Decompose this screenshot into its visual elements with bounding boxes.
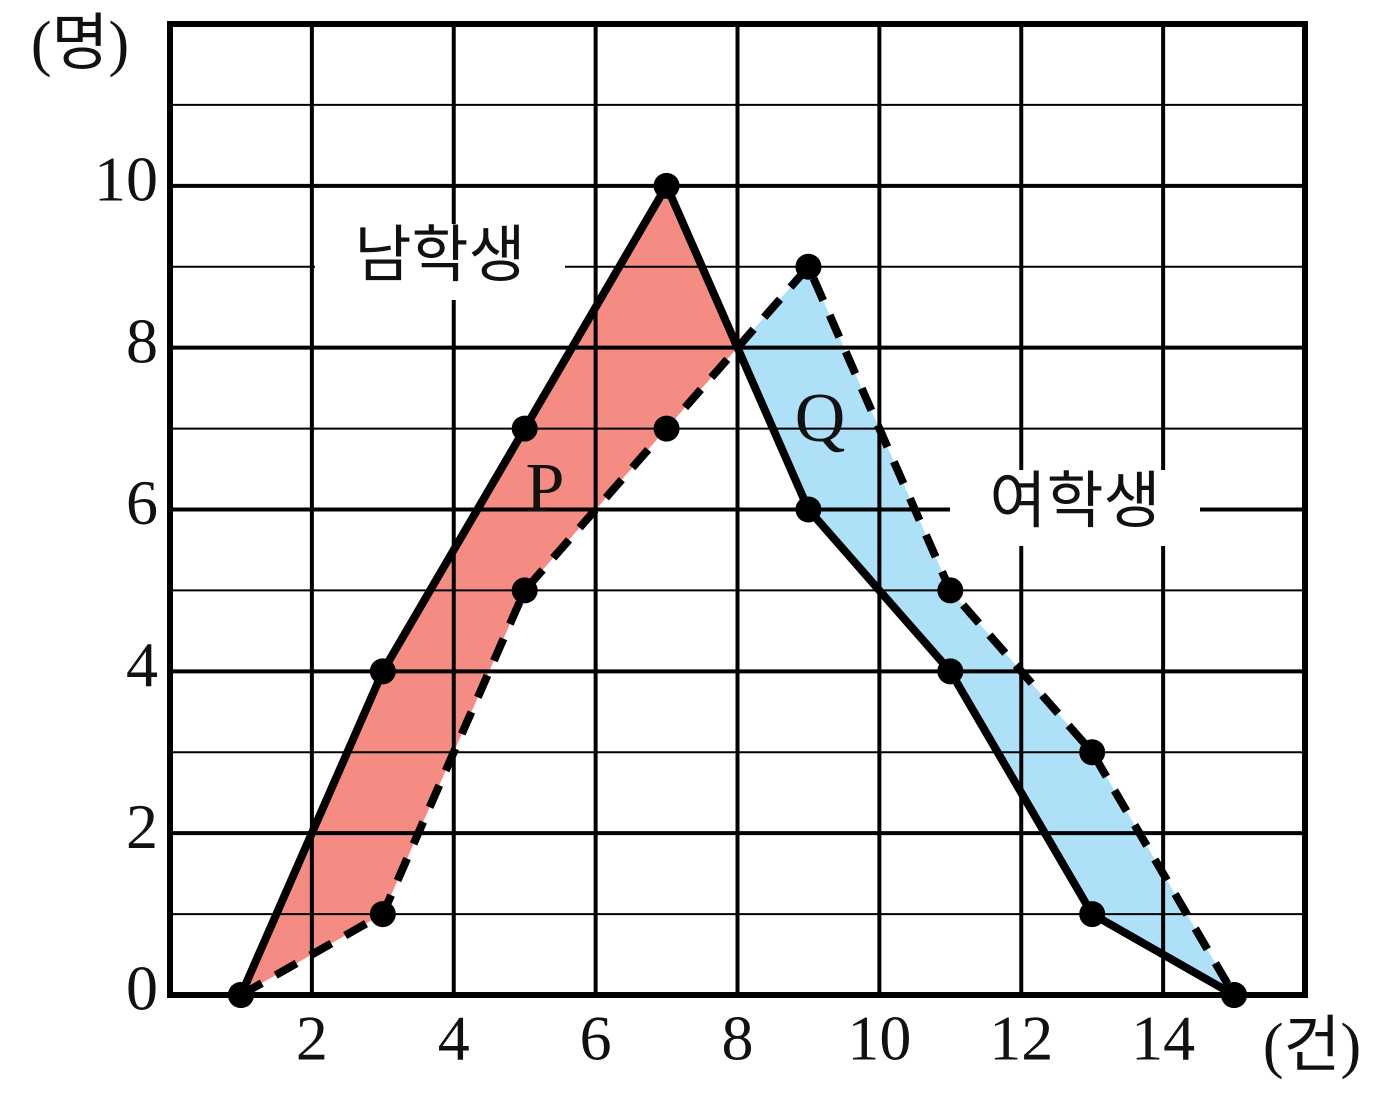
data-point [937, 658, 964, 685]
series-label: 남학생 [354, 222, 525, 290]
data-point [1079, 901, 1106, 928]
data-point [369, 901, 396, 928]
x-tick-label: 2 [296, 1003, 328, 1074]
plot-frame [167, 21, 1308, 998]
data-point [795, 253, 822, 280]
x-tick-label: 12 [989, 1003, 1053, 1074]
data-point [1079, 739, 1106, 766]
series-label: 여학생 [989, 468, 1160, 536]
data-point [653, 172, 680, 199]
y-tick-label: 2 [126, 791, 158, 862]
x-tick-label: 6 [580, 1003, 612, 1074]
data-point [511, 415, 538, 442]
data-point [653, 415, 680, 442]
label-background [950, 470, 1200, 546]
x-tick-label: 8 [722, 1003, 754, 1074]
region-fill [737, 266, 1235, 995]
y-tick-label: 6 [126, 467, 158, 538]
data-point [1221, 982, 1248, 1008]
data-point [795, 496, 822, 523]
data-point [511, 577, 538, 604]
y-tick-label: 0 [126, 953, 158, 1024]
x-tick-label: 14 [1131, 1003, 1195, 1074]
data-point [369, 658, 396, 685]
y-tick-label: 10 [94, 144, 158, 215]
y-tick-label: 8 [126, 305, 158, 376]
data-point [937, 577, 964, 604]
data-point [227, 982, 254, 1008]
y-unit-label: (명) [31, 10, 129, 78]
region-label: Q [795, 380, 846, 457]
series-line [237, 177, 1237, 999]
x-unit-label: (건) [1263, 1012, 1361, 1080]
series-line [238, 259, 1238, 999]
y-tick-label: 4 [126, 629, 158, 700]
x-tick-label: 10 [847, 1003, 911, 1074]
x-tick-label: 4 [438, 1003, 470, 1074]
label-background [315, 224, 565, 300]
region-label: P [526, 450, 565, 527]
